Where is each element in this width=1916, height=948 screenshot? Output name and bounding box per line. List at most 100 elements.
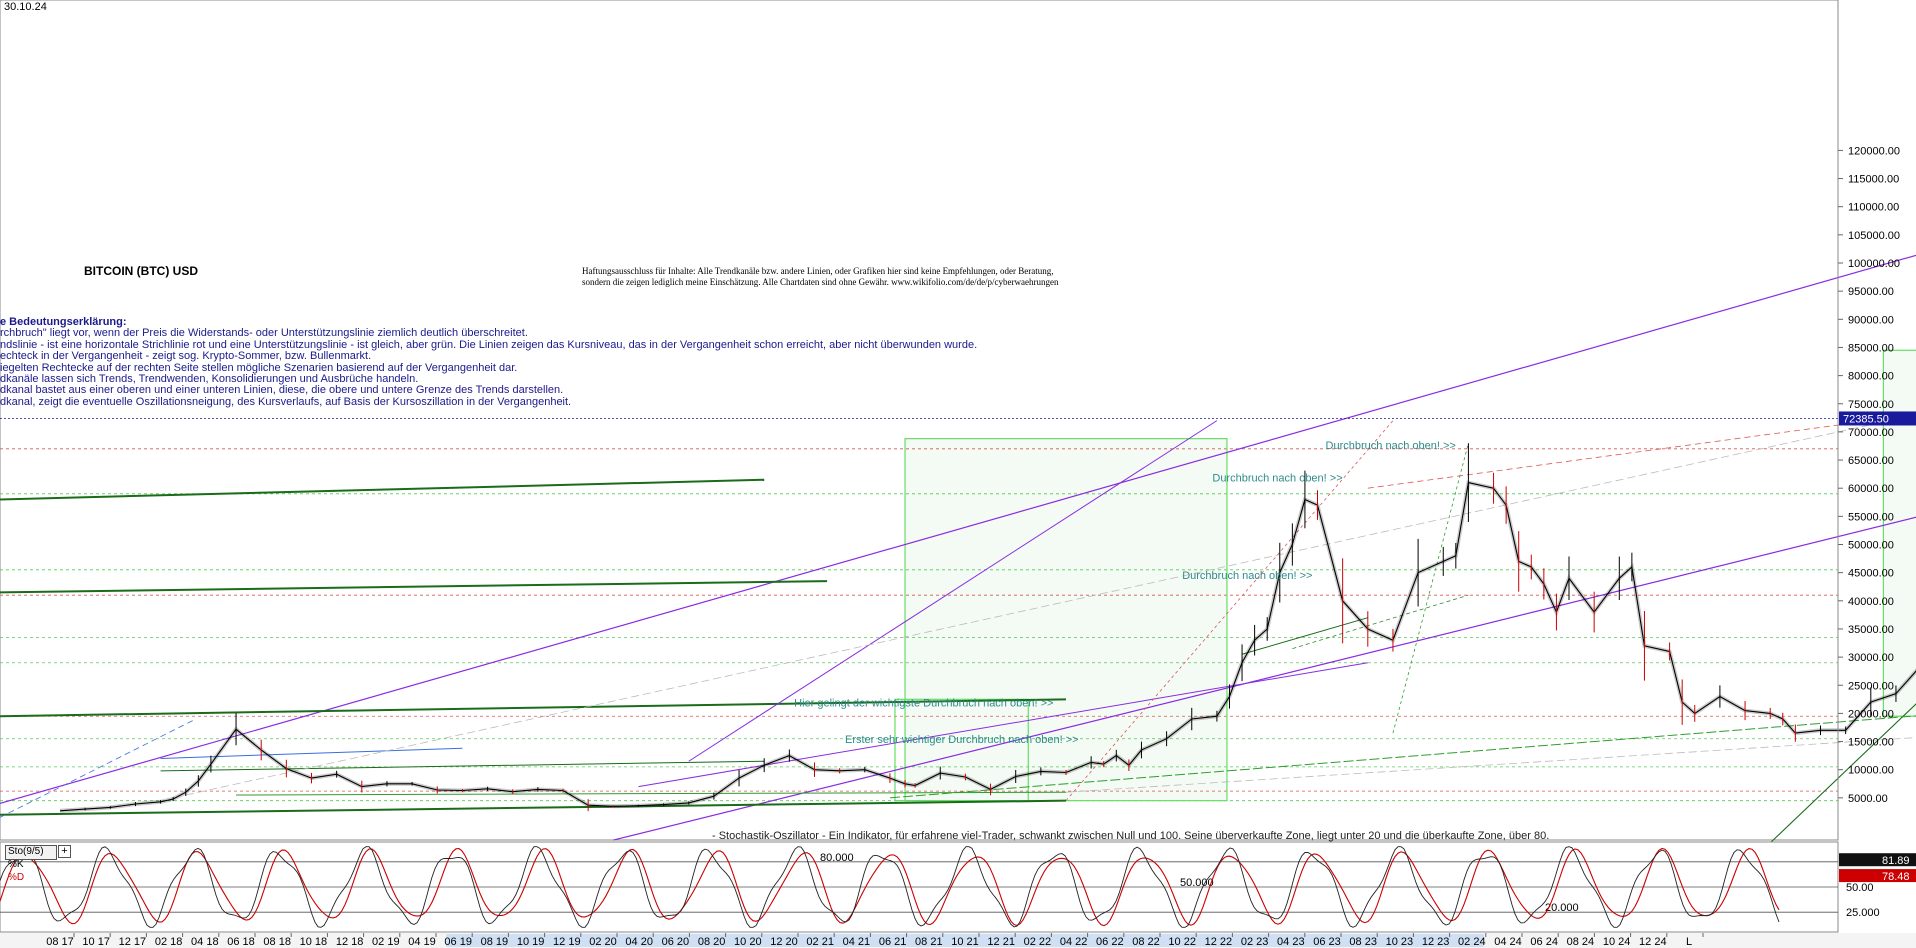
- y-tick-label: 120000.00: [1848, 145, 1900, 157]
- price-series: Durchbruch nach oben! >> Durchbruch nach …: [0, 418, 1916, 813]
- legend-line: echteck in der Vergangenheit - zeigt sog…: [0, 350, 372, 363]
- x-tick-label: 08 22: [1132, 936, 1160, 948]
- disclaimer-line: Haftungsausschluss für Inhalte: Alle Tre…: [582, 266, 1054, 276]
- d-value-tag: [1839, 869, 1916, 883]
- y-tick-label: 15000.00: [1848, 737, 1894, 749]
- bull-rectangle: [904, 438, 1228, 802]
- x-tick-label: 12 20: [770, 936, 798, 948]
- y-tick-label: 100000.00: [1848, 258, 1900, 270]
- x-tick-label: 08 18: [263, 936, 291, 948]
- x-tick-label: 04 24: [1494, 936, 1522, 948]
- green-trend: [1241, 617, 1368, 655]
- x-tick-label: 04 21: [843, 936, 871, 948]
- y-tick-label: 25000.00: [1848, 680, 1894, 692]
- x-tick-label: 06 21: [879, 936, 907, 948]
- y-tick-label: 35000.00: [1848, 624, 1894, 636]
- x-tick-label: 10 18: [300, 936, 328, 948]
- horizontal-green-trend: [0, 799, 1067, 816]
- horizontal-green-trend: [0, 478, 765, 501]
- x-tick-label: 02 24: [1458, 936, 1486, 948]
- x-tick-label: 02 20: [589, 936, 617, 948]
- x-tick-label: 06 22: [1096, 936, 1124, 948]
- x-tick-label: 02 23: [1241, 936, 1269, 948]
- indicator-name-tag[interactable]: Sto(9/5): [5, 845, 57, 860]
- y-tick-label: 30000.00: [1848, 652, 1894, 664]
- legend-line: iegelten Rechtecke auf der rechten Seite…: [0, 361, 518, 374]
- purple-trend: [638, 662, 1368, 788]
- x-tick-label: 04 19: [408, 936, 436, 948]
- x-tick-label: 08 20: [698, 936, 726, 948]
- x-tick-label: 08 24: [1567, 936, 1595, 948]
- x-tick-label: 04 20: [625, 936, 653, 948]
- legend-line: dkanal bastet aus einer oberen und einer…: [0, 384, 564, 397]
- x-tick-label: 10 21: [951, 936, 979, 948]
- x-tick-label: 12 23: [1422, 936, 1450, 948]
- stochastic-k-line: [0, 846, 1780, 928]
- disclaimer-line: sondern die zeigen lediglich meine Einsc…: [582, 277, 1059, 287]
- x-tick-label: 10 19: [517, 936, 545, 948]
- x-tick-label: 06 23: [1313, 936, 1341, 948]
- y-tick-label: 55000.00: [1848, 511, 1894, 523]
- horizontal-green-trend: [0, 698, 1067, 718]
- x-tick-label: 08 21: [915, 936, 943, 948]
- x-tick-label: 08 19: [481, 936, 509, 948]
- x-tick-label: 10 20: [734, 936, 762, 948]
- x-tick-label: 04 18: [191, 936, 219, 948]
- purple-trend: [688, 420, 1218, 762]
- bull-rectangle: [894, 698, 1029, 802]
- green-trend: [236, 791, 1067, 796]
- y-tick-label: 70000.00: [1848, 427, 1894, 439]
- d-line-label: %D: [8, 872, 25, 883]
- legend-heading: e Bedeutungserklärung:: [0, 316, 127, 328]
- y-tick-label: 80000.00: [1848, 371, 1894, 383]
- breakout-annotation: Erster sehr wichtiger Durchbruch nach ob…: [845, 734, 1079, 746]
- green-trend: [160, 760, 765, 772]
- last-price-label: 72385.50: [1843, 413, 1889, 425]
- y-tick-label: 5000.00: [1848, 793, 1888, 805]
- indicator-name: Sto(9/5): [8, 846, 44, 857]
- x-tick-label: 04 22: [1060, 936, 1088, 948]
- x-tick-label: 12 21: [987, 936, 1015, 948]
- y-tick-label: 20000.00: [1848, 708, 1894, 720]
- green-dashed-trend: [889, 715, 1916, 799]
- y-tick-label: 115000.00: [1848, 174, 1899, 186]
- legend-line: ndslinie - ist eine horizontale Strichli…: [0, 338, 978, 351]
- x-tick-label: 12 24: [1639, 936, 1667, 948]
- y-tick-label: 105000.00: [1848, 230, 1900, 242]
- k-value-label: 81.89: [1882, 855, 1910, 867]
- x-tick-label: 12 22: [1205, 936, 1233, 948]
- x-tick-label: 02 21: [806, 936, 834, 948]
- x-tick-label: 12 17: [119, 936, 147, 948]
- chart-date: 30.10.24: [4, 1, 47, 13]
- breakout-annotation: Hier gelingt der wichtigste Durchbruch n…: [794, 698, 1053, 710]
- upper-purple-channel: [0, 254, 1916, 805]
- x-tick-label: 04 23: [1277, 936, 1305, 948]
- breakout-annotation: Durchbruch nach oben! >>: [1182, 570, 1312, 582]
- x-tick-label: 10 24: [1603, 936, 1631, 948]
- legend-line: dkanal, zeigt die eventuelle Oszillation…: [0, 395, 572, 408]
- stochastic-level-label: 20.000: [1545, 902, 1579, 914]
- stochastic-level-label: 50.000: [1180, 877, 1214, 889]
- x-tick-label: 12 18: [336, 936, 364, 948]
- x-tick-label: 06 24: [1530, 936, 1558, 948]
- time-axis: 08 17 10 17 12 17 02 18 04 18 06 18 08 18 10 18…: [0, 933, 1916, 948]
- lower-purple-channel: [613, 516, 1916, 841]
- y-tick-label: 60000.00: [1848, 483, 1894, 495]
- time-axis-highlight: [446, 934, 1484, 947]
- y-tick-label: 75000.00: [1848, 399, 1894, 411]
- add-indicator-button[interactable]: +: [58, 845, 71, 858]
- chart-title: BITCOIN (BTC) USD: [84, 264, 198, 278]
- x-tick-label: 12 19: [553, 936, 581, 948]
- trend-lines: [0, 254, 1916, 844]
- breakout-annotation: Durchbruch nach oben! >>: [1326, 440, 1456, 452]
- last-price-tag: [1839, 411, 1916, 426]
- green-dashed-trend: [1292, 594, 1469, 650]
- disclaimer-text: Haftungsausschluss für Inhalte: Alle Tre…: [582, 266, 1059, 288]
- breakout-annotation: Durchbruch nach oben! >>: [1212, 472, 1342, 484]
- x-tick-label: 06 20: [662, 936, 690, 948]
- green-channel: [1769, 703, 1916, 844]
- x-tick-label: 02 18: [155, 936, 183, 948]
